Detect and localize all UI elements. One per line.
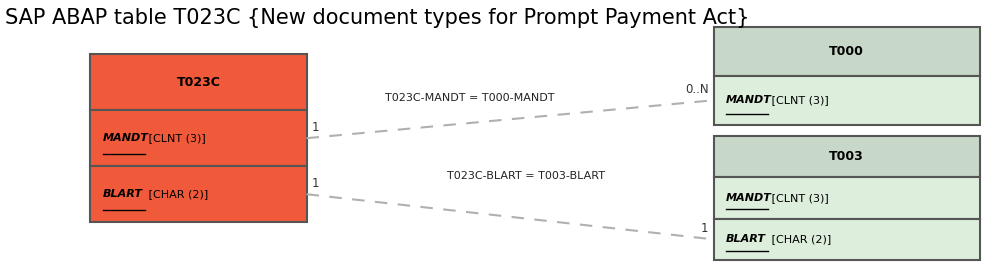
Text: 1: 1 (701, 222, 709, 235)
Text: [CLNT (3)]: [CLNT (3)] (145, 133, 206, 143)
Text: T023C-MANDT = T000-MANDT: T023C-MANDT = T000-MANDT (385, 93, 555, 103)
Text: T000: T000 (829, 45, 864, 58)
Text: 1: 1 (312, 121, 319, 134)
FancyBboxPatch shape (90, 54, 307, 110)
Text: BLART: BLART (726, 234, 766, 244)
Text: 1: 1 (312, 177, 319, 190)
Text: 0..N: 0..N (684, 83, 709, 96)
FancyBboxPatch shape (90, 110, 307, 166)
Text: MANDT: MANDT (103, 133, 149, 143)
Text: BLART: BLART (103, 189, 143, 199)
Text: T023C-BLART = T003-BLART: T023C-BLART = T003-BLART (447, 171, 605, 181)
FancyBboxPatch shape (714, 76, 980, 125)
Text: [CLNT (3)]: [CLNT (3)] (768, 95, 829, 105)
FancyBboxPatch shape (90, 166, 307, 222)
FancyBboxPatch shape (714, 27, 980, 76)
FancyBboxPatch shape (714, 136, 980, 177)
Text: MANDT: MANDT (726, 95, 772, 105)
FancyBboxPatch shape (714, 177, 980, 219)
FancyBboxPatch shape (714, 219, 980, 260)
Text: T023C: T023C (177, 76, 220, 89)
Text: MANDT: MANDT (726, 193, 772, 203)
Text: [CHAR (2)]: [CHAR (2)] (768, 234, 831, 244)
Text: T003: T003 (829, 150, 864, 163)
Text: SAP ABAP table T023C {New document types for Prompt Payment Act}: SAP ABAP table T023C {New document types… (5, 8, 750, 28)
Text: [CLNT (3)]: [CLNT (3)] (768, 193, 829, 203)
Text: [CHAR (2)]: [CHAR (2)] (145, 189, 208, 199)
